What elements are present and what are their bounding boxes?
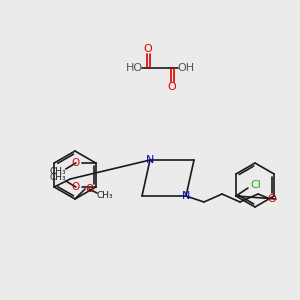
Text: O: O	[268, 194, 276, 204]
Text: O: O	[168, 82, 176, 92]
Text: CH₃: CH₃	[50, 167, 66, 176]
Text: O: O	[85, 184, 93, 194]
Text: O: O	[144, 44, 152, 54]
Text: N: N	[182, 191, 190, 201]
Text: N: N	[146, 155, 154, 165]
Text: OH: OH	[177, 63, 195, 73]
Text: CH₃: CH₃	[97, 190, 113, 200]
Text: CH₃: CH₃	[50, 173, 66, 182]
Text: O: O	[72, 182, 80, 192]
Text: HO: HO	[125, 63, 142, 73]
Text: Cl: Cl	[250, 180, 261, 190]
Text: O: O	[72, 158, 80, 168]
